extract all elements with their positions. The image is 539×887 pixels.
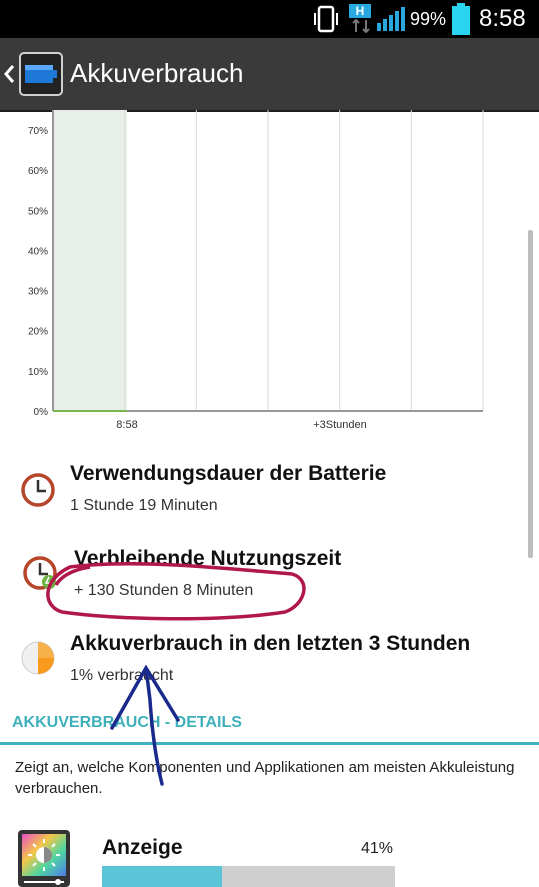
signal-icon [377,7,405,31]
chart-y-tick-label: 50% [28,206,48,217]
stat-usage-last-3h: Akkuverbrauch in den letzten 3 Stunden 1… [0,632,520,712]
back-button[interactable] [0,48,64,100]
page-title: Akkuverbrauch [70,58,244,88]
chart-y-tick-label: 20% [28,327,48,338]
pie-usage-icon [21,641,55,675]
status-clock: 8:58 [479,5,526,32]
battery-icon [452,3,470,35]
chart-y-tick-label: 60% [28,166,48,177]
usage-bar-fill [102,866,223,887]
chart-past-region [53,110,127,411]
stat-title: Verwendungsdauer der Batterie [70,462,387,485]
usage-chart: 70% 60% 50% 40% 30% 20% 10% 0% 8:58 +3Stunden [28,110,484,431]
app-name: Anzeige [102,836,183,859]
chart-y-tick-label: 40% [28,246,48,257]
app-percent: 41% [361,840,394,857]
display-brightness-icon [18,830,70,887]
battery-percent: 99% [410,9,447,29]
stat-value: 1 Stunde 19 Minuten [70,497,218,514]
stat-remaining-time: Verbleibende Nutzungszeit + 130 Stunden … [0,547,520,627]
usage-bar [102,866,395,887]
stat-usage-duration: Verwendungsdauer der Batterie 1 Stunde 1… [0,462,520,542]
clock-charging-icon [23,556,57,590]
chart-y-axis: 70% 60% 50% 40% 30% 20% 10% 0% [28,126,48,418]
action-bar: Akkuverbrauch [0,38,539,112]
network-h-icon: H [349,4,373,34]
status-bar: H 99% 8:58 [0,0,539,38]
chart-y-tick-label: 30% [28,287,48,298]
chart-x-tick-label: 8:58 [116,419,137,431]
network-badge: H [349,4,371,18]
details-section-header: AKKUVERBRAUCH - DETAILS [12,714,242,731]
details-description: Zeigt an, welche Komponenten und Applika… [15,759,515,797]
stat-value: 1% verbraucht [70,667,174,684]
stat-value: + 130 Stunden 8 Minuten [74,582,254,599]
battery-app-icon [19,52,63,96]
stat-title: Akkuverbrauch in den letzten 3 Stunden [70,632,471,655]
chart-y-tick-label: 0% [34,407,49,418]
clock-icon [21,473,55,507]
chart-x-tick-label: +3Stunden [313,419,367,431]
vibrate-icon [314,5,338,33]
section-divider [0,742,539,745]
chart-x-axis: 8:58 +3Stunden [116,419,366,431]
scrollbar[interactable] [528,230,533,558]
chart-y-tick-label: 70% [28,126,48,137]
chart-y-tick-label: 10% [28,367,48,378]
app-usage-row-anzeige[interactable]: Anzeige 41% [0,828,539,887]
back-chevron-icon [4,65,15,83]
stat-title: Verbleibende Nutzungszeit [74,547,342,570]
